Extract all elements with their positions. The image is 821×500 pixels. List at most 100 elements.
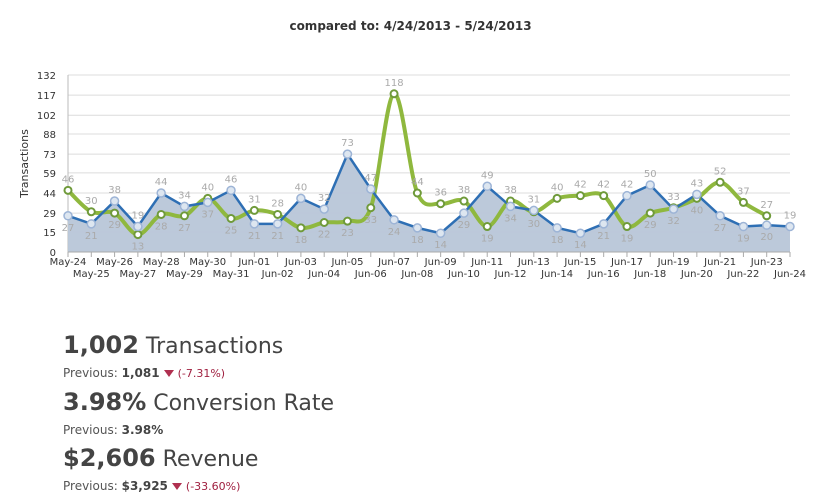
data-label-previous: 25 bbox=[225, 225, 238, 236]
data-label-previous: 19 bbox=[621, 234, 634, 245]
y-tick-label: 132 bbox=[37, 71, 56, 82]
point-previous bbox=[296, 223, 306, 233]
stat-revenue: $2,606 Revenue bbox=[63, 443, 334, 475]
point-previous bbox=[319, 218, 329, 227]
x-tick-label: Jun-01 bbox=[237, 257, 270, 268]
point-current bbox=[366, 184, 376, 194]
point-current bbox=[668, 204, 679, 214]
point-current bbox=[156, 188, 166, 198]
stat-value: 3.98% bbox=[63, 388, 147, 416]
data-label-previous: 29 bbox=[108, 220, 121, 231]
point-current bbox=[552, 223, 562, 233]
x-tick-label: Jun-04 bbox=[307, 269, 340, 280]
point-current bbox=[249, 219, 260, 229]
x-tick-label: May-30 bbox=[189, 257, 226, 268]
data-label-current: 38 bbox=[108, 185, 121, 196]
x-tick-label: Jun-24 bbox=[773, 269, 806, 280]
data-label-current: 32 bbox=[318, 193, 331, 204]
x-tick-label: Jun-03 bbox=[284, 257, 317, 268]
stat-label: Transactions bbox=[145, 334, 284, 359]
data-label-previous: 40 bbox=[551, 182, 564, 193]
y-tick-label: 117 bbox=[37, 91, 56, 102]
y-tick-label: 102 bbox=[37, 111, 56, 122]
y-tick-label: 44 bbox=[43, 189, 56, 200]
comparison-title: compared to: 4/24/2013 - 5/24/2013 bbox=[289, 19, 532, 33]
point-previous bbox=[762, 211, 772, 221]
x-tick-label: Jun-16 bbox=[587, 269, 620, 280]
point-current bbox=[342, 149, 353, 159]
point-previous bbox=[645, 208, 655, 218]
y-tick-label: 29 bbox=[43, 209, 56, 220]
previous-value: 1,081 bbox=[121, 366, 160, 380]
data-label-previous: 31 bbox=[248, 194, 261, 205]
data-label-previous: 29 bbox=[644, 220, 657, 231]
data-label-current: 44 bbox=[155, 177, 168, 188]
x-tick-label: May-29 bbox=[166, 269, 203, 280]
data-label-current: 21 bbox=[85, 231, 98, 242]
data-label-current: 34 bbox=[504, 213, 517, 224]
data-label-previous: 42 bbox=[597, 180, 610, 191]
data-label-previous: 22 bbox=[318, 230, 331, 241]
x-tick-label: Jun-12 bbox=[494, 269, 527, 280]
point-current bbox=[598, 219, 609, 229]
data-label-previous: 38 bbox=[504, 185, 517, 196]
data-label-current: 19 bbox=[737, 234, 750, 245]
data-label-current: 19 bbox=[784, 211, 797, 222]
x-tick-label: Jun-17 bbox=[610, 257, 643, 268]
data-label-current: 49 bbox=[481, 170, 494, 181]
data-label-current: 20 bbox=[760, 232, 773, 243]
data-label-current: 31 bbox=[527, 194, 540, 205]
x-tick-label: Jun-07 bbox=[377, 257, 410, 268]
y-axis-label: Transactions bbox=[18, 129, 31, 199]
y-tick-label: 15 bbox=[43, 228, 56, 239]
x-tick-label: Jun-22 bbox=[726, 269, 759, 280]
y-tick-label: 88 bbox=[43, 130, 56, 141]
point-current bbox=[296, 193, 306, 204]
data-label-current: 14 bbox=[574, 240, 587, 251]
x-tick-label: May-31 bbox=[213, 269, 250, 280]
point-current bbox=[179, 201, 190, 212]
data-label-current: 47 bbox=[364, 173, 377, 184]
data-label-previous: 44 bbox=[411, 177, 424, 188]
x-tick-label: Jun-06 bbox=[354, 269, 387, 280]
y-tick-label: 0 bbox=[50, 248, 56, 259]
x-tick-label: Jun-02 bbox=[261, 269, 294, 280]
stat-previous: Previous: 3.98% bbox=[63, 419, 334, 441]
point-current bbox=[738, 221, 749, 232]
x-tick-label: Jun-14 bbox=[540, 269, 573, 280]
data-label-current: 18 bbox=[551, 235, 564, 246]
data-label-previous: 42 bbox=[574, 180, 587, 191]
point-current bbox=[529, 205, 539, 216]
data-label-previous: 19 bbox=[481, 234, 494, 245]
point-current bbox=[715, 211, 725, 221]
data-label-current: 19 bbox=[132, 211, 145, 222]
point-current bbox=[761, 220, 772, 230]
point-previous bbox=[226, 213, 236, 223]
point-current bbox=[435, 228, 446, 238]
x-tick-label: May-28 bbox=[143, 257, 180, 268]
data-label-previous: 30 bbox=[527, 219, 540, 230]
point-previous bbox=[179, 211, 189, 221]
x-tick-label: Jun-11 bbox=[470, 257, 503, 268]
stat-previous: Previous: 1,081 (-7.31%) bbox=[63, 362, 334, 385]
point-current bbox=[202, 197, 213, 208]
data-label-current: 18 bbox=[411, 235, 424, 246]
data-label-current: 34 bbox=[178, 190, 191, 201]
x-tick-label: Jun-18 bbox=[633, 269, 666, 280]
data-label-previous: 118 bbox=[385, 78, 404, 89]
x-tick-label: Jun-10 bbox=[447, 269, 480, 280]
point-current bbox=[622, 190, 632, 201]
data-label-previous: 27 bbox=[760, 200, 773, 211]
data-label-current: 46 bbox=[225, 174, 238, 185]
change-percent: (-33.60%) bbox=[185, 480, 241, 493]
x-tick-label: Jun-23 bbox=[750, 257, 783, 268]
previous-label: Previous: bbox=[63, 479, 118, 493]
data-label-current: 21 bbox=[597, 231, 610, 242]
change-percent: (-7.31%) bbox=[177, 367, 226, 380]
point-previous bbox=[622, 222, 632, 232]
x-tick-label: Jun-08 bbox=[400, 269, 433, 280]
point-previous bbox=[273, 209, 283, 219]
point-current bbox=[482, 181, 492, 192]
data-label-current: 14 bbox=[434, 240, 447, 251]
point-previous bbox=[482, 222, 492, 232]
